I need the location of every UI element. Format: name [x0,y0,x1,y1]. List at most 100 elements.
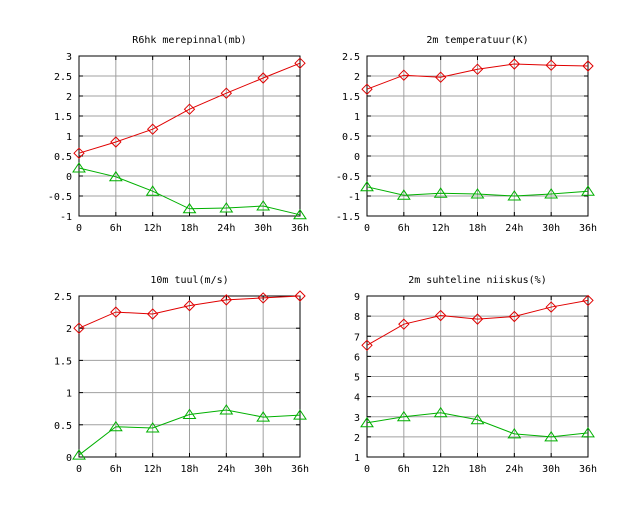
series-2-point [182,408,197,419]
series-2-point [72,449,86,460]
series-1-point [434,71,447,83]
y-tick-label: 2.5 [54,72,72,83]
panel-pressure: R6hk merepinnal(mb) 0 6h 12h 18h 24h 30h 36h -1 -… [48,35,309,234]
y-tick-label: 1 [66,132,72,143]
series-1-point [257,72,269,84]
x-tick-label: 30h [254,464,272,475]
y-tick-label: 1.5 [54,112,72,123]
series-line-2 [78,409,301,456]
x-tick-label: 12h [432,223,450,234]
series-2-point [72,162,86,173]
x-tick-label: 24h [505,223,523,234]
x-tick-label: 0 [364,464,370,475]
x-tick-label: 0 [76,464,82,475]
series-1-point [508,58,521,70]
series-2-point [108,420,123,432]
x-tick-label: 24h [505,464,523,475]
series-2-point [108,170,123,182]
y-tick-label: 3 [354,413,360,424]
series-1-point [294,57,306,69]
y-tick-label: -1.5 [336,212,360,223]
y-tick-label: 3 [66,52,72,63]
x-tick-label: 24h [217,464,235,475]
series-2-point [219,404,234,415]
series-1-point [582,294,594,307]
chart-title: 2m suhteline niiskus(%) [408,275,546,286]
series-2-point [470,413,485,425]
x-tick-label: 6h [398,223,410,234]
y-tick-label: 0.5 [54,152,72,163]
x-tick-label: 36h [291,223,309,234]
y-tick-label: 5 [354,373,360,384]
series-1-point [220,87,233,99]
series-2-point [507,190,522,201]
y-tick-label: 4 [354,393,360,404]
y-tick-label: 9 [354,292,360,303]
series-line-1 [366,63,589,90]
x-tick-label: 0 [76,223,82,234]
series-line-1 [78,295,301,329]
x-tick-label: 0 [364,223,370,234]
x-tick-label: 6h [110,223,122,234]
y-tick-label: 0 [354,152,360,163]
x-tick-label: 36h [291,464,309,475]
y-tick-label: 1 [354,453,360,464]
series-2-point [182,202,197,214]
y-tick-label: 0.5 [342,132,360,143]
x-tick-label: 12h [144,464,162,475]
x-tick-label: 18h [468,464,486,475]
y-tick-label: 1.5 [342,92,360,103]
panel-humidity: 2m suhteline niiskus(%)0 6h 12h 18h 24h 30h 36… [354,275,597,475]
series-2-point [581,185,595,196]
series-1-point [110,306,122,318]
y-tick-label: 8 [354,312,360,323]
y-tick-label: 2 [66,92,72,103]
chart-title: 10m tuul(m/s) [150,275,228,286]
x-tick-label: 36h [579,464,597,475]
series-2-point [396,189,411,200]
x-tick-label: 12h [432,464,450,475]
series-1-point [545,301,557,313]
series-1-point [361,339,373,352]
chart-title: 2m temperatuur(K) [426,35,528,46]
series-2-point [581,426,595,438]
plot-frame [78,295,301,458]
plot-frame [366,55,589,217]
series-1-point [471,313,484,325]
series-1-point [146,308,159,320]
y-tick-label: -0.5 [336,172,360,183]
series-2-point [470,188,485,199]
x-tick-label: 18h [468,223,486,234]
y-tick-label: 2.5 [342,52,360,63]
plot-frame [366,295,589,458]
y-tick-label: 6 [354,352,360,363]
series-1-point [257,292,269,304]
x-tick-label: 18h [180,223,198,234]
y-tick-label: 2 [354,72,360,83]
series-2-point [544,188,559,199]
series-line-1 [366,299,589,346]
series-2-point [293,409,307,420]
series-2-point [145,185,160,196]
series-2-point [360,416,374,428]
series-1-point [73,322,85,334]
series-2-point [544,430,559,442]
series-2-point [145,422,160,433]
y-tick-label: -0.5 [48,192,72,203]
series-1-point [545,59,557,71]
x-tick-label: 30h [542,223,560,234]
panel-wind: 10m tuul(m/s) 0 6h 12h 18h 24h 30h 36h 0 0.5 1 1.5 2… [54,275,309,475]
series-line-2 [366,186,589,197]
y-tick-label: 2 [66,324,72,335]
y-tick-label: 2 [354,433,360,444]
series-1-point [183,299,196,312]
y-tick-label: 0.5 [54,421,72,432]
series-2-point [433,187,448,198]
series-1-point [398,69,410,81]
y-tick-label: 1 [354,112,360,123]
x-tick-label: 30h [542,464,560,475]
series-2-point [293,208,307,220]
series-1-point [146,123,159,135]
x-tick-label: 6h [110,464,122,475]
